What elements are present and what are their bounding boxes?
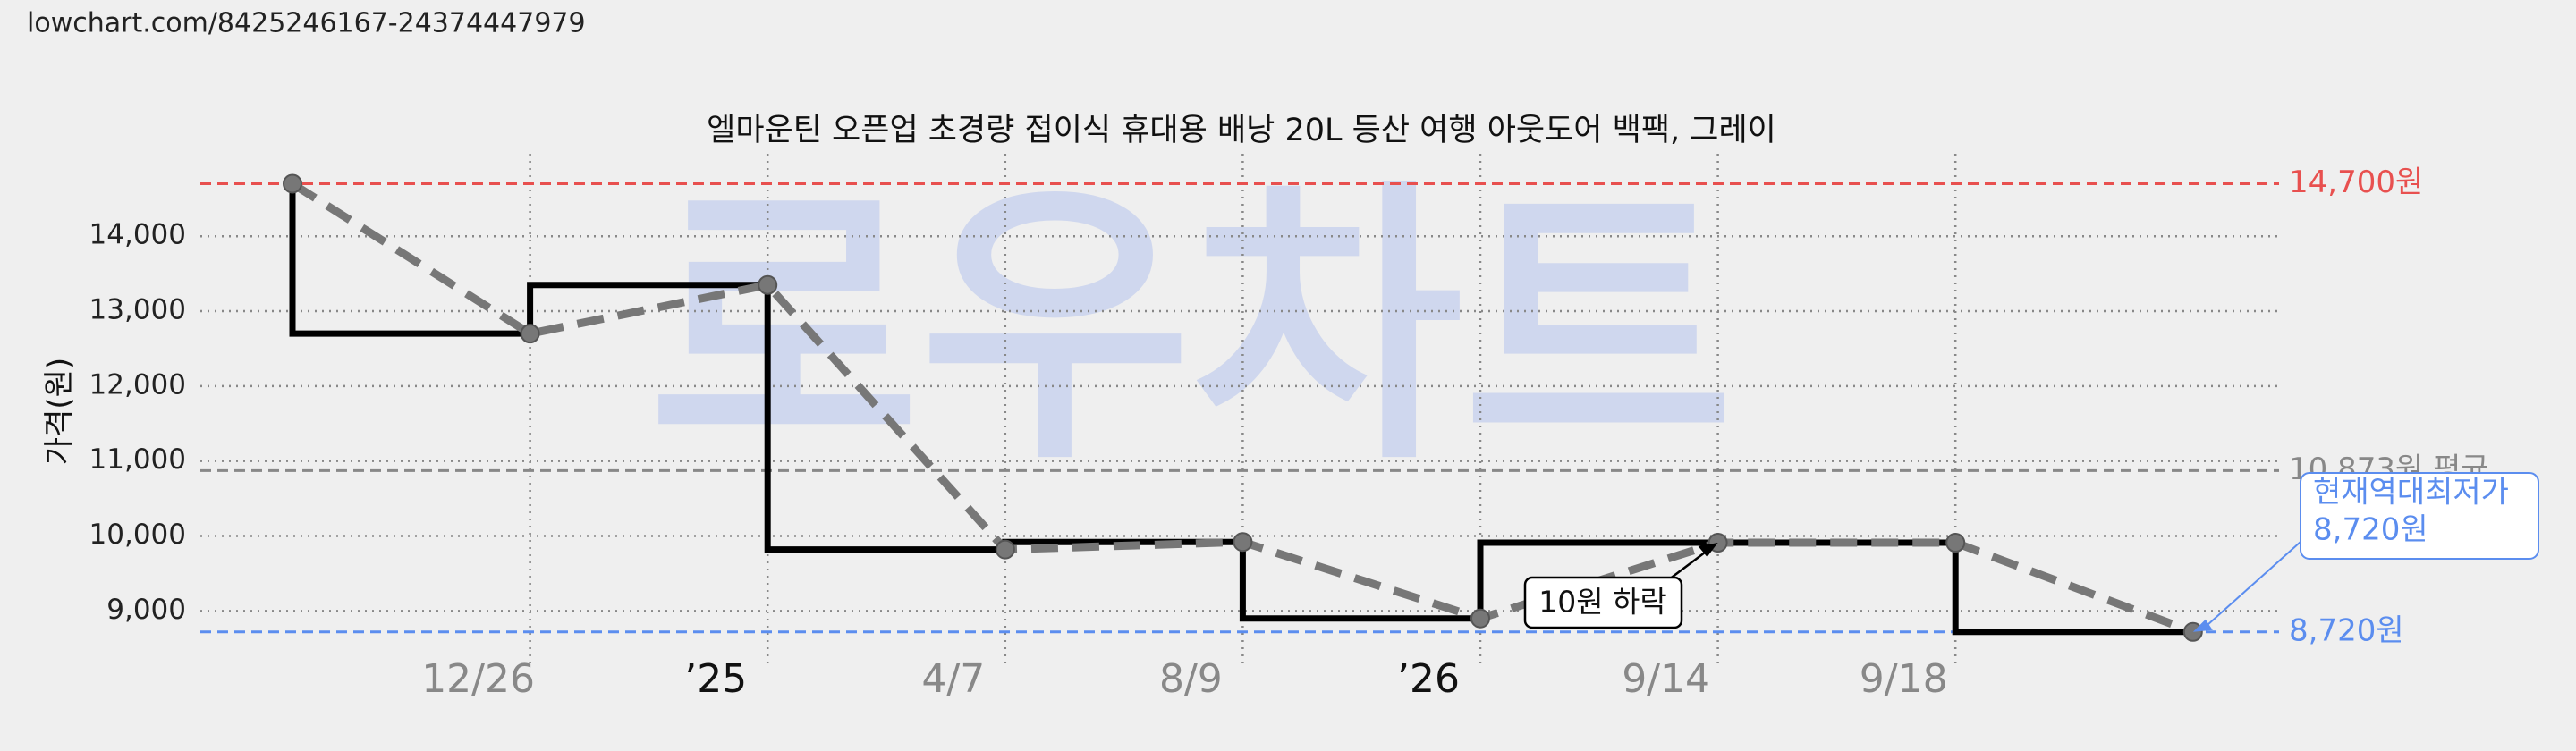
- chart-title: 엘마운틴 오픈업 초경량 접이식 휴대용 배낭 20L 등산 여행 아웃도어 백…: [707, 113, 1776, 148]
- price-point: [1945, 533, 1966, 553]
- annotation-box: [2300, 472, 2539, 560]
- reference-label: 14,700원: [2289, 165, 2423, 200]
- watermark: 로우차트: [648, 156, 1734, 499]
- x-tick-label: ’26: [1397, 656, 1460, 702]
- annotation-arrowhead: [2192, 619, 2213, 632]
- x-tick-label: 12/26: [421, 656, 535, 702]
- annotation-text: 현재역대최저가: [2313, 475, 2509, 511]
- x-tick-label: 4/7: [921, 656, 985, 702]
- price-point: [520, 324, 540, 344]
- y-axis-label: 가격(원): [42, 358, 78, 465]
- price-point: [758, 274, 778, 295]
- price-point: [283, 173, 302, 194]
- y-tick-label: 12,000: [89, 368, 186, 401]
- price-point: [1233, 532, 1253, 553]
- y-tick-label: 11,000: [89, 443, 186, 476]
- x-tick-label: 9/18: [1860, 656, 1948, 702]
- x-tick-label: 9/14: [1622, 656, 1710, 702]
- reference-label: 8,720원: [2289, 612, 2404, 648]
- y-tick-label: 10,000: [89, 519, 186, 551]
- y-tick-label: 14,000: [89, 219, 186, 251]
- x-tick-label: ’25: [684, 656, 747, 702]
- annotation-box: [1523, 576, 1683, 629]
- price-point: [1470, 608, 1490, 629]
- annotation-text: 8,720원: [2313, 512, 2428, 548]
- price-point: [995, 539, 1015, 560]
- y-tick-label: 13,000: [89, 294, 186, 326]
- annotation-arrow: [2203, 541, 2301, 629]
- url: lowchart.com/8425246167-24374447979: [27, 8, 586, 39]
- annotation-arrowhead: [1698, 543, 1718, 558]
- annotation-text: 10원 하락: [1538, 585, 1667, 620]
- y-tick-label: 9,000: [106, 594, 186, 626]
- x-tick-label: 8/9: [1159, 656, 1223, 702]
